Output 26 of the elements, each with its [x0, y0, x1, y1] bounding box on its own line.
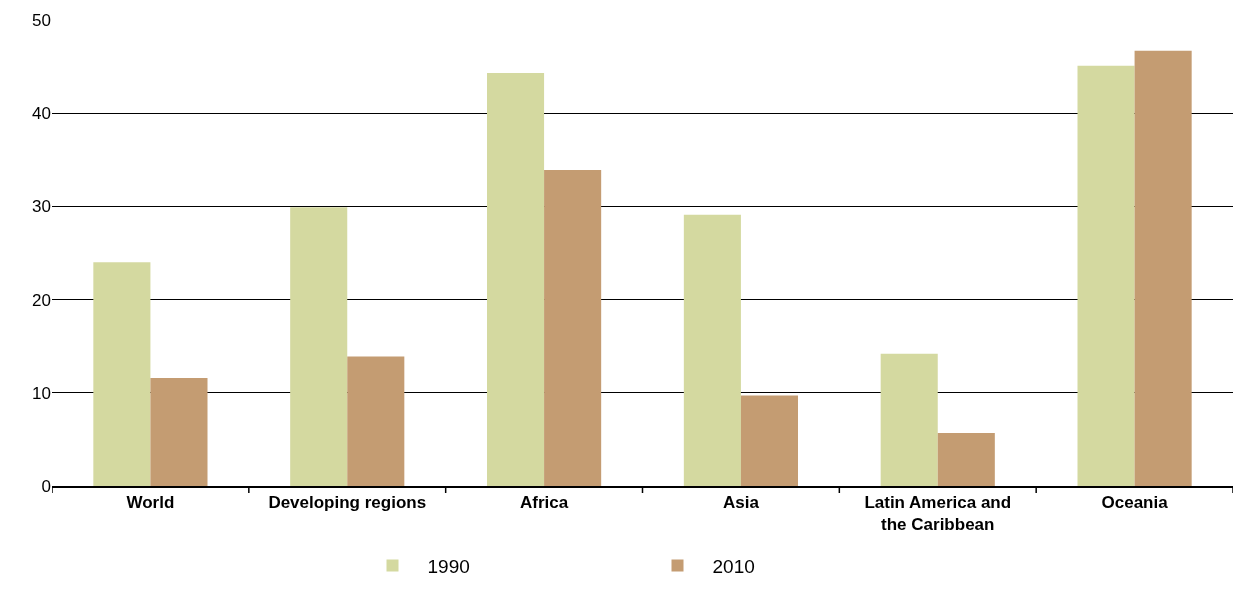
bar — [487, 73, 545, 486]
bar — [740, 395, 798, 486]
bar — [880, 353, 938, 486]
legend-label: 2010 — [712, 555, 755, 577]
bar — [347, 356, 405, 486]
y-tick-label: 10 — [32, 383, 51, 403]
x-tick-label: Developing regions — [268, 493, 427, 513]
bar — [683, 214, 741, 486]
bar — [93, 262, 151, 486]
x-tick-label: Oceania — [1101, 493, 1169, 513]
bar — [150, 377, 208, 486]
y-tick-label: 30 — [32, 197, 51, 217]
bar — [290, 207, 348, 486]
x-tick-label: Latin America and the Caribbean — [864, 493, 1012, 535]
y-tick-label: 20 — [32, 290, 51, 310]
bar — [937, 432, 995, 486]
x-tick-label: Africa — [519, 493, 569, 513]
bar — [1077, 65, 1135, 486]
x-tick-label: Asia — [722, 493, 760, 513]
bar — [544, 170, 602, 486]
y-tick-label: 40 — [32, 104, 51, 124]
legend-label: 1990 — [427, 555, 470, 577]
x-tick-label: World — [126, 493, 175, 513]
y-tick-label: 50 — [32, 10, 51, 30]
bar — [1134, 50, 1192, 486]
y-tick-label: 0 — [41, 476, 51, 496]
